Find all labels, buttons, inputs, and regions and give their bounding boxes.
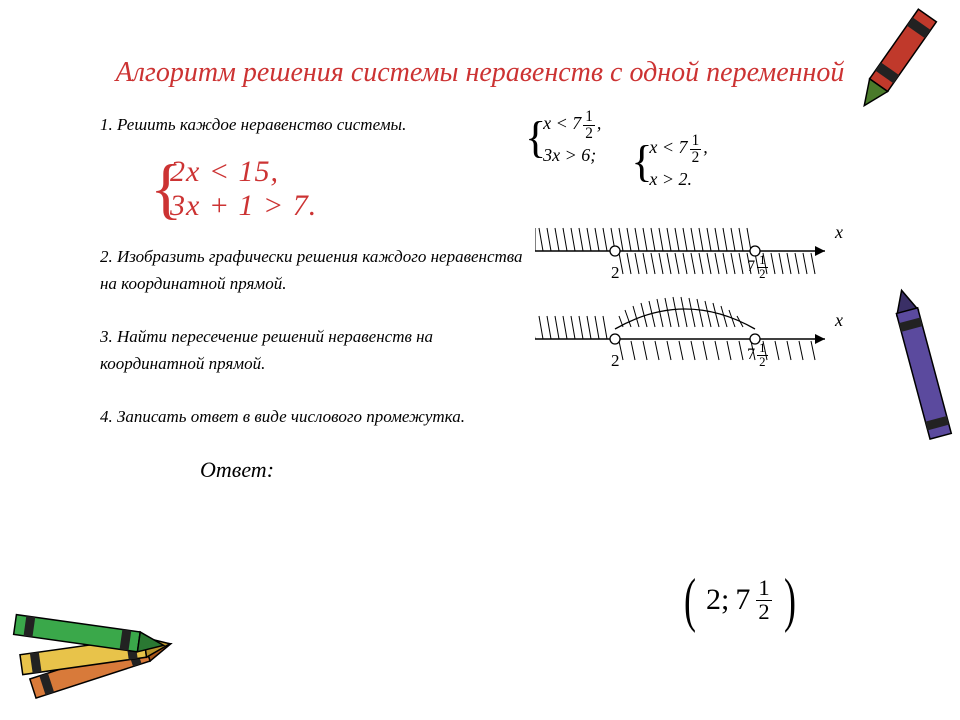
answer-interval: ( 2; 7 12 ) (680, 570, 800, 630)
main-system: { 2x < 15, 3x + 1 > 7. (100, 155, 525, 223)
solution-column: { x < 712, 3x > 6; { x < 712, x > 2. (525, 101, 930, 446)
derived-system-2: { x < 712, x > 2. (631, 133, 707, 193)
nl1-point1: 2 (611, 263, 620, 282)
answer-label: Ответ: (200, 457, 274, 483)
step-3: 3. Найти пересечение решений неравенств … (100, 323, 525, 377)
crayon-top-right (850, 0, 940, 120)
slide-title: Алгоритм решения системы неравенств с од… (0, 0, 960, 101)
derived-system-1: { x < 712, 3x > 6; (525, 109, 601, 169)
step-1: 1. Решить каждое неравенство системы. (100, 111, 525, 138)
step-2: 2. Изобразить графически решения каждого… (100, 243, 525, 297)
svg-text:2: 2 (611, 351, 620, 370)
number-line-2: 2 x 712 (535, 294, 845, 364)
system-line-1: 2x < 15, (170, 155, 525, 189)
system-line-2: 3x + 1 > 7. (170, 189, 525, 223)
svg-text:x: x (834, 310, 843, 330)
crayons-bottom-left (0, 570, 220, 720)
nl1-axis-label: x (834, 222, 843, 242)
crayon-mid-right (890, 280, 960, 460)
step-4: 4. Записать ответ в виде числового проме… (100, 403, 525, 430)
steps-column: 1. Решить каждое неравенство системы. { … (100, 101, 525, 446)
answer-row: Ответ: (0, 457, 960, 483)
number-line-1: 2 x 712 (535, 216, 845, 286)
